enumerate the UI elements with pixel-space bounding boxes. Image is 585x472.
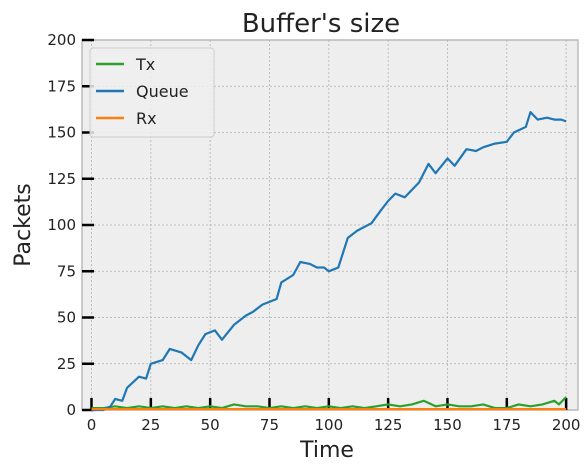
chart-title: Buffer's size (242, 9, 400, 39)
x-tick-label: 125 (374, 416, 403, 434)
y-axis-label: Packets (11, 183, 36, 266)
x-tick-label: 150 (433, 416, 462, 434)
legend-box (89, 47, 215, 138)
y-tick-label: 0 (66, 401, 76, 419)
y-tick-label: 175 (47, 77, 76, 95)
x-tick-label: 0 (87, 416, 97, 434)
ticks: 0 25 50 75 100 125 150 175 200 0 25 50 75 100 125 150 17… (47, 31, 580, 434)
y-tick-label: 200 (47, 31, 76, 49)
x-tick-label: 100 (314, 416, 343, 434)
legend-label-tx: Tx (135, 55, 155, 74)
legend-label-rx: Rx (136, 109, 157, 128)
x-tick-label: 50 (201, 416, 220, 434)
y-tick-label: 75 (57, 262, 76, 280)
y-tick-label: 125 (47, 170, 76, 188)
legend: Tx Queue Rx (89, 47, 215, 138)
y-tick-label: 50 (57, 309, 76, 327)
legend-label-queue: Queue (136, 82, 189, 101)
x-tick-label: 75 (260, 416, 279, 434)
y-tick-label: 150 (47, 124, 76, 142)
series-line-queue (91, 111, 567, 412)
y-tick-label: 25 (57, 355, 76, 373)
x-axis-label: Time (299, 438, 354, 463)
series-group (91, 111, 567, 412)
x-tick-label: 175 (492, 416, 521, 434)
x-tick-label: 200 (552, 416, 581, 434)
y-tick-label: 100 (47, 216, 76, 234)
x-tick-label: 25 (141, 416, 160, 434)
